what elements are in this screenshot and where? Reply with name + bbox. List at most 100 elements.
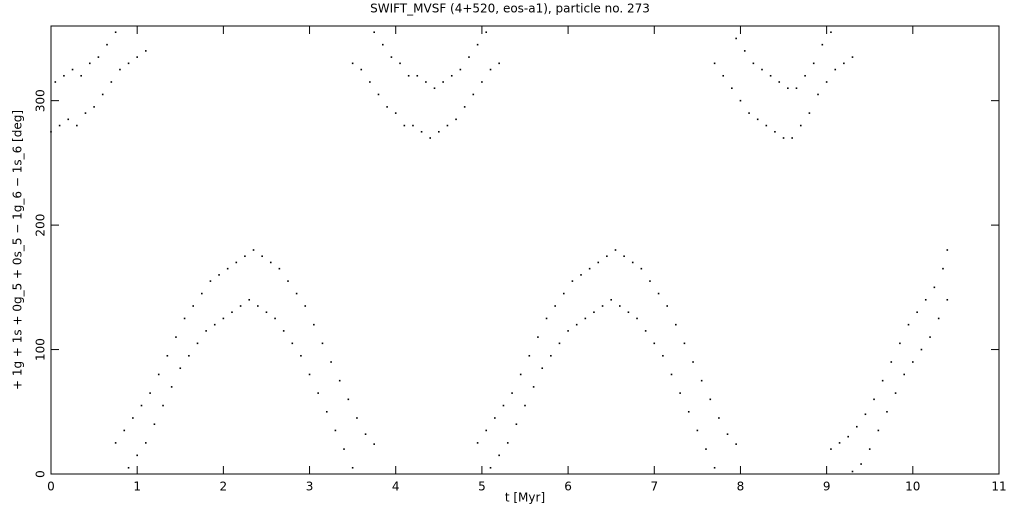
point — [489, 466, 492, 469]
point — [54, 81, 57, 83]
point — [580, 274, 582, 276]
point — [735, 37, 737, 40]
point — [610, 298, 612, 301]
point — [799, 124, 802, 127]
point — [438, 130, 440, 133]
point — [67, 118, 70, 121]
point — [209, 280, 212, 282]
point — [149, 392, 151, 394]
point — [265, 311, 268, 314]
point — [463, 106, 466, 108]
point — [364, 433, 367, 435]
point — [825, 81, 828, 83]
point — [924, 298, 927, 301]
point — [907, 323, 910, 326]
point — [269, 261, 272, 264]
point — [933, 286, 936, 289]
point — [136, 454, 138, 457]
point — [506, 442, 509, 444]
point — [899, 342, 901, 345]
x-tick-label: 0 — [47, 480, 55, 494]
x-tick-label: 4 — [392, 480, 400, 494]
point — [687, 410, 690, 413]
point — [145, 442, 147, 444]
point — [489, 68, 492, 71]
x-tick-label: 10 — [905, 480, 920, 494]
point — [313, 323, 315, 326]
point — [847, 435, 849, 438]
point — [735, 443, 737, 445]
point — [877, 429, 880, 432]
point — [627, 311, 630, 314]
point — [851, 56, 854, 58]
point — [614, 249, 617, 251]
point — [201, 292, 203, 295]
point — [145, 50, 147, 52]
point — [252, 249, 255, 251]
point — [774, 130, 776, 133]
point — [442, 81, 444, 83]
point — [631, 261, 634, 264]
point — [114, 31, 117, 34]
x-tick-label: 5 — [478, 480, 486, 494]
point — [644, 330, 647, 332]
point — [713, 62, 716, 65]
point — [700, 379, 703, 382]
y-tick-label: 100 — [34, 338, 48, 361]
point — [101, 93, 104, 96]
point — [593, 311, 595, 314]
y-axis-label: + 1g + 1s + 0g_5 + 0s_5 − 1g_6 − 1s_6 [d… — [11, 110, 25, 390]
point — [63, 74, 65, 77]
point — [317, 392, 319, 394]
point — [550, 354, 552, 357]
point — [756, 118, 759, 121]
x-tick-label: 6 — [564, 480, 572, 494]
point — [692, 361, 694, 363]
point — [541, 367, 544, 370]
point — [588, 267, 591, 270]
point — [558, 342, 561, 345]
point — [343, 448, 345, 450]
point — [864, 413, 867, 416]
point — [916, 311, 918, 314]
point — [222, 317, 225, 320]
point — [330, 361, 332, 363]
chart-title: SWIFT_MVSF (4+520, eos-a1), particle no.… — [370, 2, 650, 16]
point — [834, 68, 837, 71]
point — [481, 81, 483, 83]
point — [653, 342, 656, 345]
point — [425, 81, 427, 83]
point — [248, 298, 251, 301]
point — [851, 470, 854, 473]
point — [351, 62, 354, 65]
point — [838, 442, 841, 444]
point — [188, 354, 190, 357]
point — [88, 62, 91, 65]
point — [71, 68, 74, 71]
point — [325, 410, 328, 413]
point — [123, 429, 126, 432]
point — [502, 404, 505, 407]
point — [455, 118, 457, 121]
point — [571, 280, 574, 282]
point — [356, 417, 358, 419]
point — [84, 112, 87, 114]
point — [300, 354, 302, 357]
point — [787, 87, 789, 90]
point — [843, 62, 845, 65]
x-tick-label: 9 — [823, 480, 831, 494]
point — [394, 112, 397, 114]
point — [515, 423, 518, 426]
point — [881, 379, 884, 382]
y-tick-label: 200 — [34, 214, 48, 237]
point — [528, 354, 531, 357]
y-tick-label: 300 — [34, 89, 48, 112]
point — [804, 74, 806, 77]
point — [304, 305, 307, 307]
point — [351, 466, 354, 469]
point — [239, 305, 242, 307]
x-tick-label: 1 — [133, 480, 141, 494]
point — [601, 305, 604, 307]
point — [946, 249, 949, 251]
